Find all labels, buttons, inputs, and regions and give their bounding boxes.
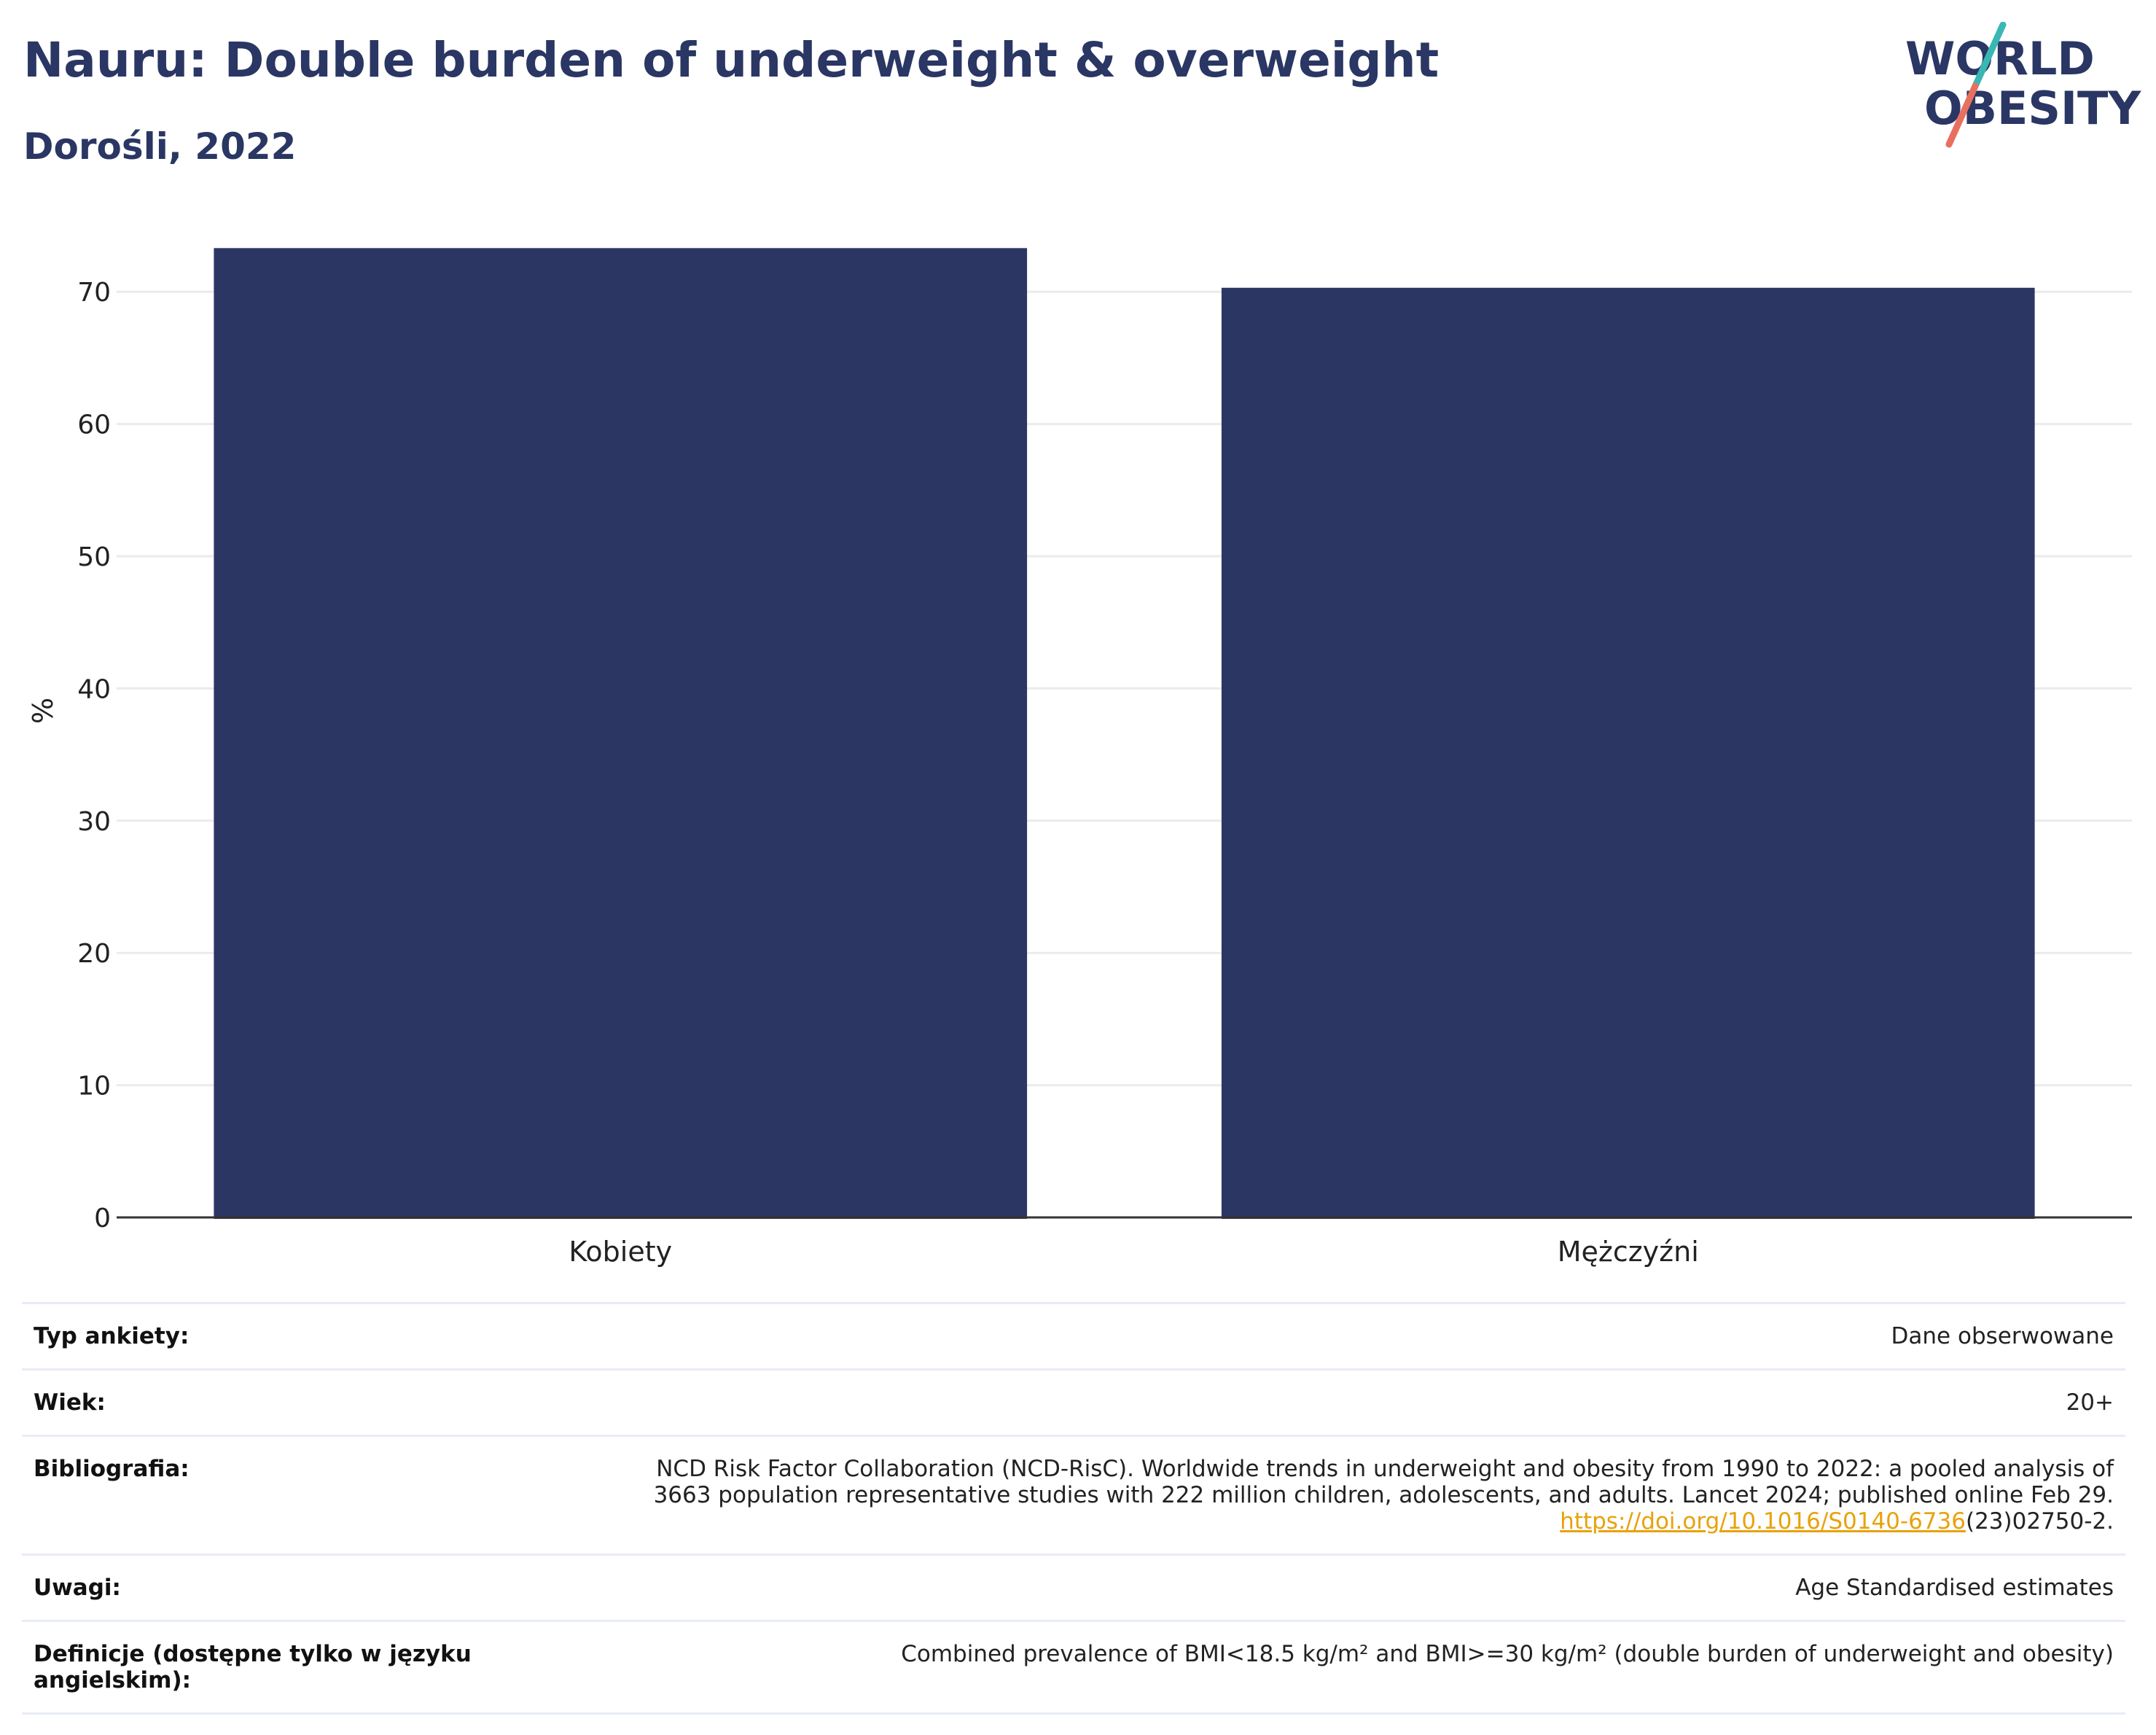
chart-title: Nauru: Double burden of underweight & ov…	[23, 32, 1440, 88]
bar[interactable]	[1221, 287, 2035, 1219]
age-value: 20+	[512, 1368, 2125, 1436]
y-tick-label: 70	[77, 278, 111, 308]
age-label: Wiek:	[22, 1368, 512, 1436]
y-axis-label: %	[27, 698, 59, 724]
svg-text:WORLD: WORLD	[1905, 32, 2095, 85]
y-tick-label: 60	[77, 410, 111, 440]
info-row-age: Wiek: 20+	[22, 1368, 2125, 1436]
bibliography-line-1: NCD Risk Factor Collaboration (NCD-RisC)…	[656, 1456, 2114, 1482]
bibliography-label: Bibliografia:	[22, 1435, 512, 1555]
bars	[214, 248, 2035, 1219]
notes-value: Age Standardised estimates	[512, 1553, 2125, 1621]
y-tick-label: 30	[77, 807, 111, 837]
survey-type-label: Typ ankiety:	[22, 1302, 512, 1370]
info-row-survey-type: Typ ankiety: Dane obserwowane	[22, 1302, 2125, 1370]
bar-chart: 0 10 20 30 40 50 60 70 Kobiety Mężczyźni %	[27, 248, 2132, 1268]
world-obesity-logo: WORLD OBESITY	[1905, 22, 2141, 148]
doi-link[interactable]: https://doi.org/10.1016/S0140-6736	[1560, 1508, 1966, 1535]
y-axis-ticks: 0 10 20 30 40 50 60 70	[77, 278, 111, 1233]
x-category-label: Mężczyźni	[1558, 1236, 1699, 1268]
bibliography-value: NCD Risk Factor Collaboration (NCD-RisC)…	[512, 1435, 2125, 1555]
notes-label: Uwagi:	[22, 1553, 512, 1621]
info-table: Typ ankiety: Dane obserwowane Wiek: 20+ …	[22, 1302, 2125, 1715]
y-tick-label: 20	[77, 939, 111, 969]
y-tick-label: 50	[77, 542, 111, 572]
survey-type-value: Dane obserwowane	[512, 1302, 2125, 1370]
bar[interactable]	[214, 248, 1028, 1219]
bibliography-line-2: 3663 population representative studies w…	[653, 1482, 2114, 1508]
definitions-value: Combined prevalence of BMI<18.5 kg/m² an…	[512, 1620, 2125, 1715]
x-category-label: Kobiety	[569, 1236, 672, 1268]
doi-suffix: (23)02750-2.	[1965, 1508, 2114, 1535]
definitions-label: Definicje (dostępne tylko w języku angie…	[22, 1620, 512, 1715]
y-tick-label: 0	[94, 1204, 111, 1233]
info-row-bibliography: Bibliografia: NCD Risk Factor Collaborat…	[22, 1435, 2125, 1555]
y-tick-label: 40	[77, 674, 111, 704]
chart-subtitle: Dorośli, 2022	[23, 125, 297, 168]
x-axis-categories: Kobiety Mężczyźni	[569, 1236, 1698, 1268]
y-tick-label: 10	[77, 1072, 111, 1102]
info-row-definitions: Definicje (dostępne tylko w języku angie…	[22, 1620, 2125, 1715]
info-row-notes: Uwagi: Age Standardised estimates	[22, 1553, 2125, 1621]
